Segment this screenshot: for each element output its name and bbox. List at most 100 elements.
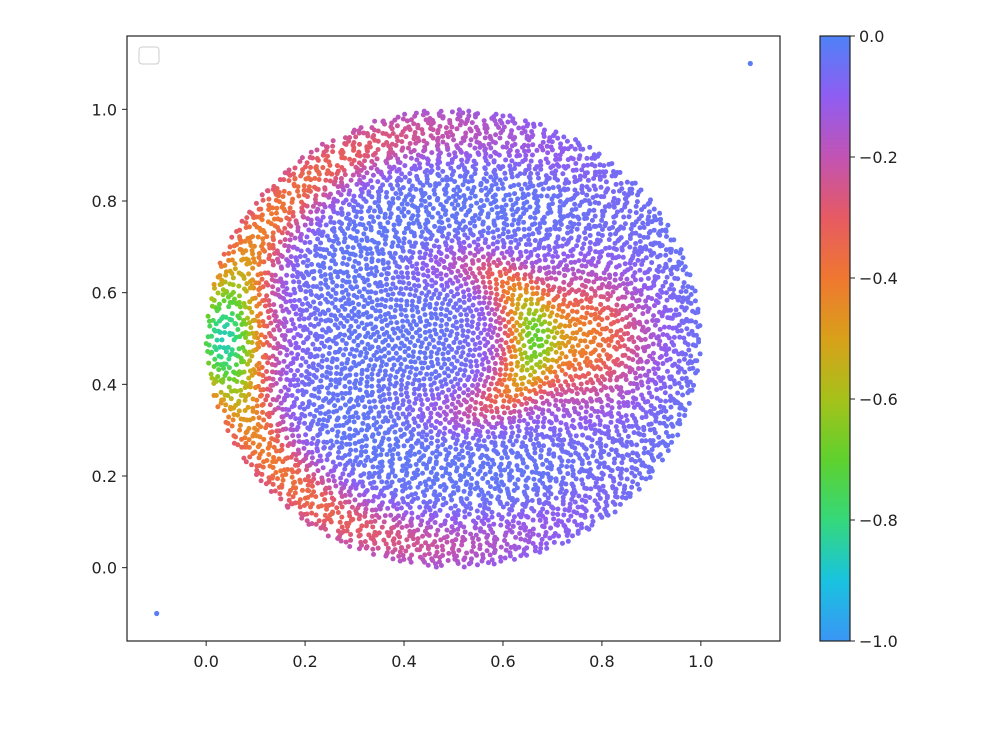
scatter-point bbox=[338, 371, 344, 377]
scatter-point bbox=[412, 343, 418, 349]
scatter-point bbox=[555, 234, 561, 240]
scatter-point bbox=[552, 325, 558, 331]
scatter-point bbox=[446, 231, 452, 237]
scatter-point bbox=[514, 327, 519, 333]
scatter-point bbox=[429, 150, 435, 156]
scatter-point bbox=[637, 267, 643, 273]
scatter-point bbox=[633, 375, 639, 381]
scatter-point bbox=[474, 200, 480, 206]
scatter-point bbox=[558, 482, 564, 488]
scatter-point bbox=[528, 171, 534, 176]
scatter-point bbox=[292, 462, 298, 468]
scatter-point bbox=[482, 471, 488, 477]
scatter-point bbox=[332, 403, 338, 409]
scatter-point bbox=[254, 362, 260, 368]
scatter-point bbox=[570, 266, 576, 272]
scatter-point bbox=[599, 232, 605, 238]
scatter-point bbox=[645, 343, 651, 349]
scatter-point bbox=[479, 406, 485, 412]
scatter-point bbox=[584, 192, 590, 198]
scatter-point bbox=[499, 382, 505, 388]
scatter-point bbox=[535, 171, 541, 177]
scatter-point bbox=[277, 350, 283, 356]
scatter-point bbox=[369, 184, 375, 190]
scatter-point bbox=[421, 382, 427, 388]
scatter-point bbox=[374, 349, 380, 355]
scatter-point bbox=[347, 435, 353, 441]
scatter-point bbox=[413, 366, 419, 372]
scatter-point bbox=[459, 361, 465, 367]
scatter-point bbox=[662, 384, 668, 390]
scatter-point bbox=[411, 283, 417, 288]
scatter-point bbox=[434, 356, 440, 362]
scatter-point bbox=[378, 398, 384, 404]
scatter-point bbox=[382, 312, 388, 318]
scatter-point bbox=[540, 400, 546, 406]
scatter-point bbox=[336, 449, 342, 455]
scatter-point bbox=[497, 434, 503, 439]
scatter-point bbox=[433, 532, 439, 538]
scatter-point bbox=[416, 386, 422, 392]
scatter-point bbox=[444, 247, 450, 253]
scatter-point bbox=[491, 235, 497, 241]
scatter-point bbox=[338, 312, 344, 318]
scatter-point bbox=[457, 304, 463, 310]
scatter-point bbox=[564, 425, 570, 431]
scatter-point bbox=[357, 177, 363, 183]
scatter-point bbox=[380, 404, 386, 410]
scatter-point bbox=[506, 388, 512, 394]
scatter-point bbox=[314, 367, 320, 373]
scatter-point bbox=[292, 235, 298, 241]
scatter-point bbox=[488, 290, 494, 296]
scatter-point bbox=[315, 448, 321, 454]
scatter-point bbox=[414, 266, 420, 272]
scatter-point bbox=[516, 520, 522, 526]
scatter-point bbox=[407, 292, 413, 298]
scatter-point bbox=[624, 276, 630, 282]
scatter-point bbox=[412, 386, 418, 392]
scatter-point bbox=[422, 447, 428, 453]
scatter-point bbox=[251, 256, 256, 262]
scatter-point bbox=[334, 356, 340, 362]
scatter-point bbox=[424, 345, 430, 351]
scatter-point bbox=[383, 287, 389, 293]
scatter-point bbox=[476, 437, 482, 443]
scatter-point bbox=[292, 325, 298, 331]
scatter-point bbox=[375, 146, 381, 152]
scatter-point bbox=[455, 432, 461, 438]
scatter-point bbox=[403, 226, 409, 232]
scatter-point bbox=[475, 325, 481, 331]
scatter-point bbox=[406, 353, 412, 359]
scatter-point bbox=[583, 446, 589, 452]
scatter-point bbox=[506, 415, 512, 421]
scatter-point bbox=[231, 369, 237, 375]
scatter-point bbox=[400, 398, 406, 404]
scatter-point bbox=[390, 196, 396, 202]
scatter-point bbox=[419, 365, 425, 371]
scatter-point bbox=[311, 472, 317, 478]
scatter-point bbox=[296, 193, 302, 199]
scatter-point bbox=[479, 246, 485, 252]
scatter-point bbox=[394, 369, 400, 375]
scatter-point bbox=[402, 153, 408, 159]
scatter-point bbox=[473, 520, 479, 526]
scatter-point bbox=[636, 297, 642, 303]
scatter-point bbox=[388, 286, 394, 292]
scatter-point bbox=[540, 461, 546, 467]
scatter-point bbox=[436, 219, 442, 225]
scatter-point bbox=[364, 262, 370, 268]
scatter-point bbox=[643, 255, 649, 261]
scatter-point bbox=[531, 508, 537, 514]
scatter-point bbox=[398, 386, 404, 392]
scatter-point bbox=[311, 372, 317, 378]
scatter-point bbox=[470, 535, 476, 541]
scatter-point bbox=[576, 400, 582, 406]
scatter-point bbox=[434, 419, 440, 425]
scatter-point bbox=[469, 324, 475, 330]
scatter-point bbox=[517, 530, 523, 536]
scatter-point bbox=[492, 311, 498, 317]
scatter-point bbox=[453, 405, 459, 411]
scatter-point bbox=[476, 266, 482, 272]
scatter-point bbox=[594, 358, 600, 364]
scatter-point bbox=[509, 206, 515, 212]
